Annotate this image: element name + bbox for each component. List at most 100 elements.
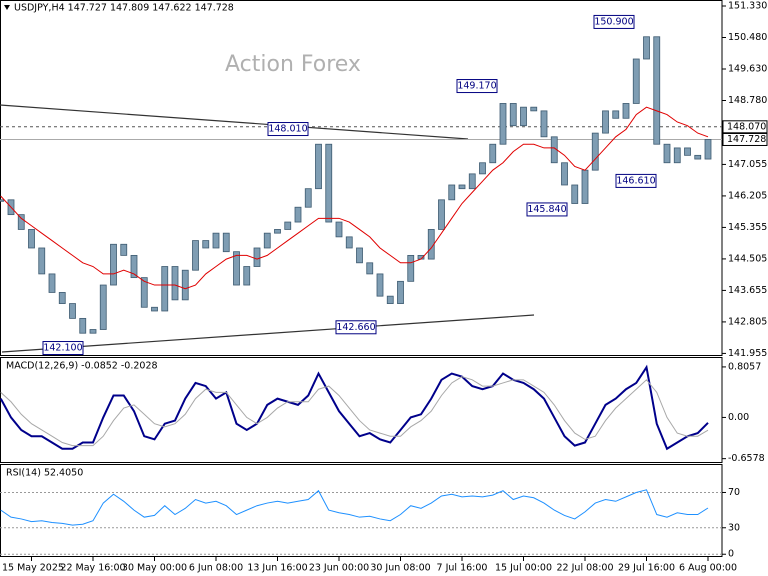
y-tick-label: 144.505 — [728, 253, 767, 264]
last-price-box — [722, 132, 768, 146]
moving-average — [0, 106, 709, 290]
annotation-box — [42, 341, 84, 356]
y-tick-label: 147.055 — [728, 159, 767, 170]
symbol-menu-icon[interactable] — [4, 5, 10, 10]
y-tick-label: -0.6578 — [728, 453, 765, 464]
candle — [130, 254, 138, 279]
candle — [540, 110, 548, 138]
y-tick-label: 149.630 — [728, 63, 767, 74]
rsi-panel-frame — [0, 464, 723, 557]
candle — [192, 240, 199, 271]
annotation-box — [615, 173, 657, 188]
annotation-label: 146.610 — [616, 175, 655, 186]
price-panel-frame — [0, 0, 723, 356]
y-tick-label: 143.655 — [728, 285, 767, 296]
candle — [622, 103, 630, 119]
candle — [684, 147, 691, 156]
candle — [263, 232, 271, 249]
annotation-label: 145.840 — [527, 204, 566, 215]
trend-line — [0, 104, 469, 140]
x-tick-label: 29 Jul 16:00 — [618, 563, 675, 574]
candle — [222, 232, 230, 253]
candle — [643, 36, 650, 60]
price-annotation: 149.170 — [456, 79, 498, 94]
x-tick-label: 6 Jun 08:00 — [189, 563, 243, 574]
candle — [438, 199, 445, 230]
candle — [530, 106, 538, 112]
candle — [140, 277, 148, 308]
candle — [612, 110, 620, 119]
candle — [591, 132, 599, 171]
candle — [58, 292, 66, 304]
candle — [181, 269, 189, 301]
x-tick-label: 23 Jun 00:00 — [309, 563, 369, 574]
price-annotation: 146.610 — [615, 173, 657, 188]
annotation-label: 149.170 — [457, 81, 496, 92]
x-tick-label: 30 Jun 08:00 — [370, 563, 430, 574]
candle — [202, 240, 210, 249]
x-tick-label: 7 Jul 16:00 — [437, 563, 488, 574]
candle — [653, 36, 661, 145]
candle — [673, 147, 681, 164]
x-tick-label: 15 May 2025 — [2, 563, 64, 574]
y-tick-label: 150.480 — [728, 32, 767, 43]
candle — [284, 221, 292, 230]
candle — [694, 154, 702, 160]
last-price-label: 147.728 — [727, 134, 766, 145]
indicator-line — [0, 489, 709, 526]
candle — [243, 266, 251, 286]
reference-label: 148.070 — [727, 121, 766, 132]
candle — [253, 247, 261, 267]
watermark: Action Forex — [225, 52, 361, 77]
candle — [151, 306, 158, 312]
annotation-box — [267, 122, 309, 137]
candle — [17, 214, 25, 230]
y-tick-label: 0 — [728, 549, 734, 560]
indicator-line — [0, 364, 709, 451]
candle — [274, 229, 281, 234]
candle — [48, 273, 56, 293]
y-tick-label: 141.955 — [728, 348, 767, 359]
candle — [89, 329, 97, 334]
candle — [663, 143, 671, 164]
candle — [632, 58, 640, 104]
annotation-box — [526, 202, 568, 217]
annotation-label: 142.100 — [43, 343, 82, 354]
candle — [110, 243, 117, 286]
candle — [335, 221, 343, 238]
candle — [376, 273, 384, 297]
indicator-line — [0, 376, 709, 447]
candle — [356, 247, 363, 264]
annotation-label: 142.660 — [336, 322, 375, 333]
candle — [468, 173, 476, 190]
candle — [581, 169, 589, 204]
candle — [520, 106, 527, 127]
price-annotation: 142.100 — [42, 341, 84, 356]
annotation-label: 150.900 — [594, 16, 633, 27]
candle — [397, 280, 404, 304]
candle — [294, 206, 302, 223]
y-tick-label: 30 — [728, 522, 740, 533]
x-tick-label: 22 May 16:00 — [60, 563, 125, 574]
candle — [571, 184, 579, 204]
x-tick-label: 6 Aug 00:00 — [679, 563, 737, 574]
y-tick-label: 145.355 — [728, 222, 767, 233]
candle — [489, 143, 497, 164]
candle — [69, 303, 76, 319]
price-annotation: 150.900 — [593, 14, 635, 29]
annotation-box — [593, 14, 635, 29]
y-tick-label: 0.8057 — [728, 361, 761, 372]
candle — [499, 103, 507, 145]
candle — [0, 199, 5, 202]
candle — [161, 266, 169, 312]
annotation-label: 148.010 — [268, 124, 307, 135]
candle — [171, 266, 179, 301]
candle — [315, 143, 322, 190]
x-tick-label: 15 Jul 00:00 — [495, 563, 552, 574]
x-tick-label: 30 May 00:00 — [122, 563, 187, 574]
reference-label-box — [722, 120, 768, 134]
candle — [407, 254, 415, 282]
trend-line — [1, 314, 535, 353]
candle — [479, 162, 486, 175]
